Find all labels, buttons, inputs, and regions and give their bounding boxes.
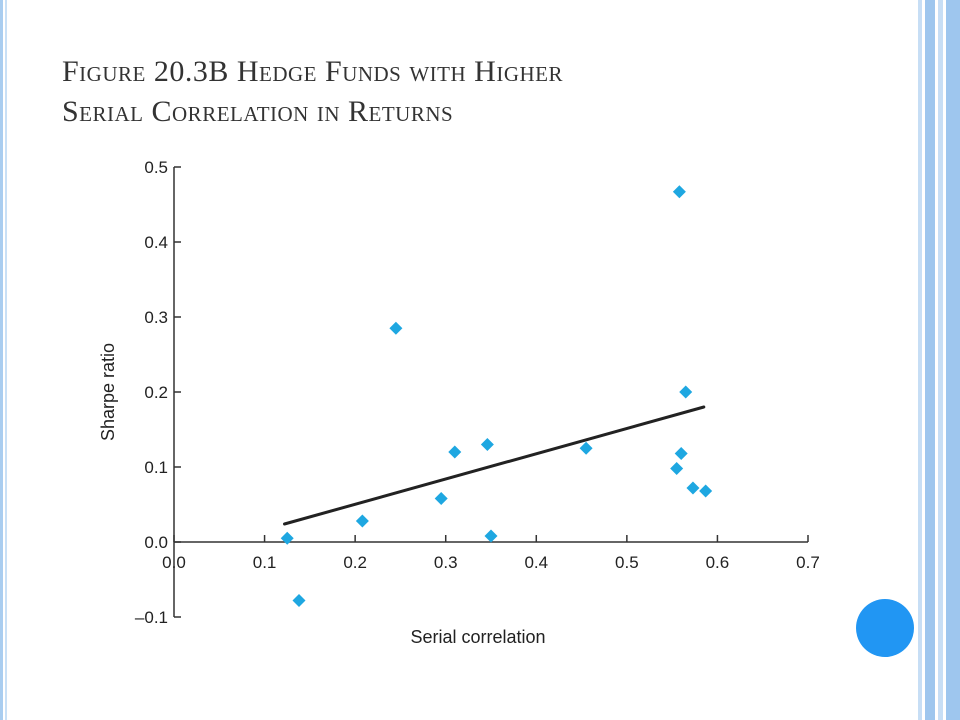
data-point bbox=[579, 441, 593, 455]
y-axis-label: Sharpe ratio bbox=[98, 343, 118, 441]
data-point bbox=[686, 481, 700, 495]
chart-axes: 0.0 0.1 0.2 0.3 0.4 0.5 0.6 0.7 –0.1 0.0 0.1 0.2 0.3… bbox=[135, 158, 820, 627]
trend-line bbox=[282, 405, 706, 526]
slide-right-border bbox=[916, 0, 960, 720]
y-tick-label: 0.5 bbox=[144, 158, 168, 177]
y-tick-label: –0.1 bbox=[135, 608, 168, 627]
y-tick-label: 0.1 bbox=[144, 458, 168, 477]
x-tick-label: 0.5 bbox=[615, 553, 639, 572]
x-axis-label: Serial correlation bbox=[410, 627, 545, 647]
data-point bbox=[679, 385, 693, 399]
slide-title-line2: Serial Correlation in Returns bbox=[62, 95, 454, 128]
y-tick-label: 0.0 bbox=[144, 533, 168, 552]
y-tick-label: 0.2 bbox=[144, 383, 168, 402]
data-point bbox=[670, 462, 684, 475]
trend-line-group bbox=[282, 405, 706, 526]
decorative-circle bbox=[856, 599, 914, 657]
data-points bbox=[280, 185, 713, 607]
data-point bbox=[672, 185, 686, 199]
slide-title: Figure 20.3B Hedge Funds with Higher Ser… bbox=[62, 52, 882, 132]
x-tick-label: 0.7 bbox=[796, 553, 820, 572]
data-point bbox=[674, 447, 688, 460]
data-point bbox=[484, 529, 498, 543]
data-point bbox=[280, 531, 294, 545]
data-point bbox=[389, 321, 403, 335]
data-point bbox=[355, 514, 369, 528]
x-tick-label: 0.6 bbox=[706, 553, 730, 572]
data-point bbox=[448, 445, 462, 459]
x-tick-label: 0.2 bbox=[343, 553, 367, 572]
data-point bbox=[434, 492, 448, 505]
data-point bbox=[699, 484, 713, 498]
y-tick-label: 0.4 bbox=[144, 233, 168, 252]
slide-left-border bbox=[0, 0, 10, 720]
x-tick-label: 0.4 bbox=[524, 553, 548, 572]
data-point bbox=[480, 438, 494, 451]
data-point bbox=[292, 594, 306, 607]
slide-title-line1: Figure 20.3B Hedge Funds with Higher bbox=[62, 55, 563, 88]
x-tick-label: 0.1 bbox=[253, 553, 277, 572]
x-tick-label: 0.0 bbox=[162, 553, 186, 572]
x-tick-label: 0.3 bbox=[434, 553, 458, 572]
y-tick-label: 0.3 bbox=[144, 308, 168, 327]
